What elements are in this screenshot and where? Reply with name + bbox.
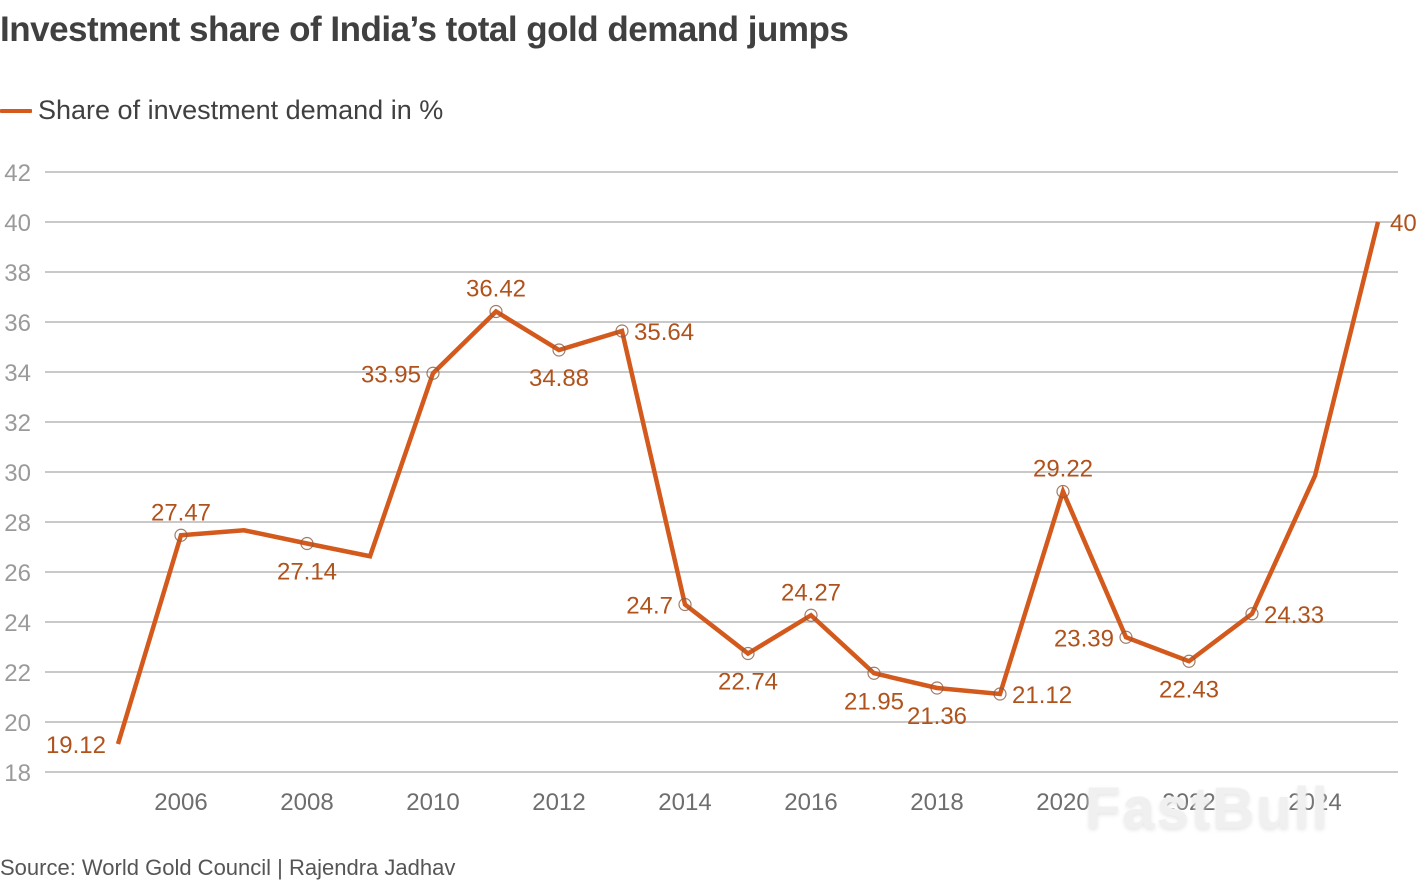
y-tick-label: 18: [4, 760, 31, 787]
y-tick-label: 20: [4, 710, 31, 737]
data-point-marker: [615, 324, 629, 338]
y-tick-label: 24: [4, 610, 31, 637]
series-investment-share: [115, 221, 1381, 745]
x-tick-label: 2012: [532, 789, 585, 816]
source-note: Source: World Gold Council | Rajendra Ja…: [0, 855, 456, 880]
data-point-marker: [1056, 484, 1070, 499]
data-label: 19.12: [46, 732, 106, 759]
data-point-marker: [993, 687, 1007, 701]
data-point-marker: [804, 608, 818, 622]
data-point-marker: [930, 681, 944, 695]
x-tick-label: 2024: [1288, 789, 1341, 816]
y-tick-label: 22: [4, 660, 31, 687]
data-point-marker: [300, 536, 314, 551]
data-label: 24.33: [1264, 602, 1324, 629]
x-tick-label: 2018: [910, 789, 963, 816]
legend-label: Share of investment demand in %: [38, 95, 444, 125]
data-label: 33.95: [361, 361, 421, 388]
legend: Share of investment demand in %: [0, 95, 443, 126]
gridlines: [45, 171, 1398, 773]
y-axis: 18 20 22 24 26 28 30 32 34 36 38 40 42: [4, 160, 31, 787]
data-label: 22.43: [1159, 676, 1219, 703]
data-point-marker: [867, 666, 881, 680]
y-tick-label: 34: [4, 360, 31, 387]
y-tick-label: 26: [4, 560, 31, 587]
data-label: 21.12: [1012, 682, 1072, 709]
y-tick-label: 38: [4, 260, 31, 287]
data-label: 22.74: [718, 669, 778, 696]
x-tick-label: 2006: [154, 789, 207, 816]
data-point-marker: [1119, 630, 1133, 644]
data-point-marker: [678, 597, 692, 612]
x-tick-label: 2016: [784, 789, 837, 816]
data-point-marker: [489, 304, 503, 319]
data-label: 27.47: [151, 499, 211, 526]
data-point-marker: [741, 646, 755, 661]
data-label: 36.42: [466, 276, 526, 303]
y-tick-label: 40: [4, 210, 31, 237]
x-axis: 2006 2008 2010 2012 2014 2016 2018 2020 2022 2024: [154, 789, 1341, 816]
data-label: 21.95: [844, 688, 904, 715]
data-label: 34.88: [529, 365, 589, 392]
y-tick-label: 32: [4, 410, 31, 437]
y-tick-label: 28: [4, 510, 31, 537]
data-markers: [174, 304, 1259, 701]
y-tick-label: 30: [4, 460, 31, 487]
legend-line-swatch: [0, 108, 32, 113]
y-tick-label: 42: [4, 160, 31, 187]
y-tick-label: 36: [4, 310, 31, 337]
data-point-marker: [426, 366, 440, 380]
data-label: 24.27: [781, 579, 841, 606]
data-label: 35.64: [634, 319, 694, 346]
series-line: [115, 221, 1381, 745]
x-tick-label: 2014: [658, 789, 711, 816]
data-label: 21.36: [907, 703, 967, 730]
data-label: 40: [1390, 210, 1417, 237]
x-tick-label: 2010: [406, 789, 459, 816]
data-label: 29.22: [1033, 456, 1093, 483]
data-labels: 19.12 27.47 27.14 33.95 36.42 34.88 35.64 24.7 2…: [46, 210, 1417, 759]
data-label: 24.7: [626, 593, 673, 620]
data-point-marker: [1182, 654, 1196, 668]
data-point-marker: [174, 528, 188, 542]
data-label: 23.39: [1054, 625, 1114, 652]
x-tick-label: 2008: [280, 789, 333, 816]
chart-title: Investment share of India’s total gold d…: [0, 10, 849, 49]
watermark: FastBull: [1085, 776, 1330, 841]
data-point-marker: [1245, 607, 1259, 621]
data-label: 27.14: [277, 559, 337, 586]
x-tick-label: 2020: [1036, 789, 1089, 816]
x-tick-label: 2022: [1162, 789, 1215, 816]
data-point-marker: [552, 343, 566, 357]
